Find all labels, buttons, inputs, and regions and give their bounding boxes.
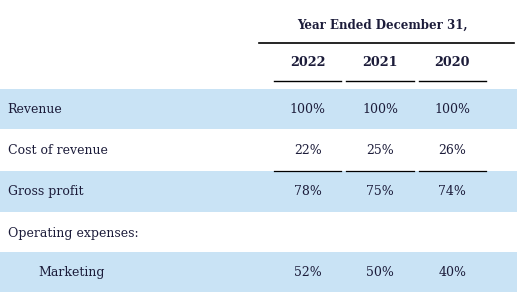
- Text: 2020: 2020: [435, 56, 470, 69]
- Text: 100%: 100%: [434, 103, 470, 116]
- Text: 52%: 52%: [294, 266, 322, 279]
- Bar: [0, 171, 517, 212]
- Text: Cost of revenue: Cost of revenue: [8, 144, 108, 158]
- Text: 100%: 100%: [362, 103, 398, 116]
- Text: Year Ended December 31,: Year Ended December 31,: [297, 19, 468, 32]
- Text: 26%: 26%: [438, 144, 466, 158]
- Text: Revenue: Revenue: [8, 103, 63, 116]
- Text: 75%: 75%: [366, 185, 394, 198]
- Text: 2022: 2022: [290, 56, 325, 69]
- Text: 40%: 40%: [438, 266, 466, 279]
- Text: 22%: 22%: [294, 144, 322, 158]
- Bar: [0, 89, 517, 129]
- Text: 78%: 78%: [294, 185, 322, 198]
- Text: 74%: 74%: [438, 185, 466, 198]
- Text: 100%: 100%: [290, 103, 326, 116]
- Text: Marketing: Marketing: [39, 266, 105, 279]
- Text: Operating expenses:: Operating expenses:: [8, 227, 139, 240]
- Bar: [0, 252, 517, 292]
- Text: Gross profit: Gross profit: [8, 185, 83, 198]
- Text: 25%: 25%: [366, 144, 394, 158]
- Text: 2021: 2021: [362, 56, 398, 69]
- Text: 50%: 50%: [366, 266, 394, 279]
